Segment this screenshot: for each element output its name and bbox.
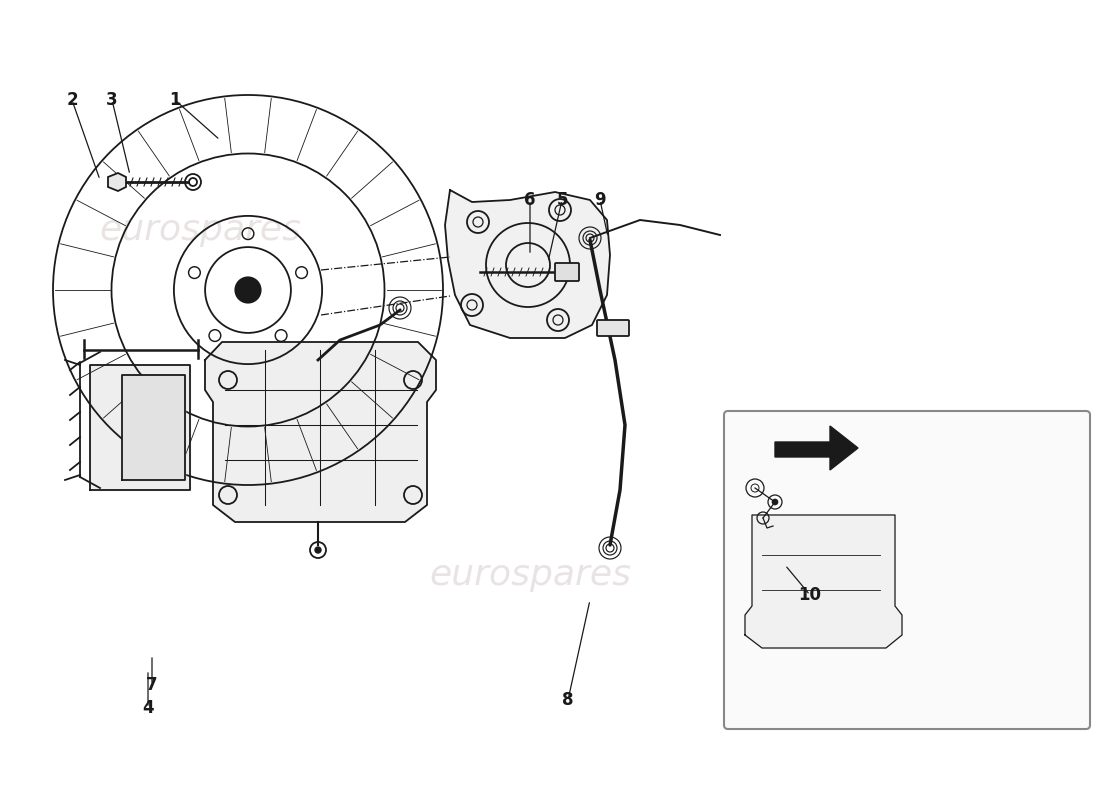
FancyBboxPatch shape bbox=[724, 411, 1090, 729]
Text: 1: 1 bbox=[169, 91, 180, 109]
Text: 3: 3 bbox=[107, 91, 118, 109]
Circle shape bbox=[315, 547, 321, 553]
Circle shape bbox=[235, 278, 261, 302]
Polygon shape bbox=[776, 426, 858, 470]
Text: 4: 4 bbox=[142, 699, 154, 717]
Text: 5: 5 bbox=[557, 191, 568, 209]
Polygon shape bbox=[735, 516, 895, 572]
FancyBboxPatch shape bbox=[556, 263, 579, 281]
Polygon shape bbox=[90, 365, 190, 490]
Polygon shape bbox=[108, 173, 126, 191]
Circle shape bbox=[772, 499, 778, 505]
Polygon shape bbox=[122, 375, 185, 480]
Polygon shape bbox=[446, 190, 611, 338]
Text: 6: 6 bbox=[525, 191, 536, 209]
Circle shape bbox=[986, 575, 994, 585]
Text: 9: 9 bbox=[594, 191, 606, 209]
Polygon shape bbox=[745, 515, 902, 648]
Text: eurospares: eurospares bbox=[429, 558, 631, 592]
FancyBboxPatch shape bbox=[597, 320, 629, 336]
Text: 10: 10 bbox=[799, 586, 822, 604]
Text: 8: 8 bbox=[562, 691, 574, 709]
Polygon shape bbox=[205, 342, 436, 522]
Text: eurospares: eurospares bbox=[99, 213, 301, 247]
Text: 2: 2 bbox=[66, 91, 78, 109]
Text: 7: 7 bbox=[146, 676, 157, 694]
